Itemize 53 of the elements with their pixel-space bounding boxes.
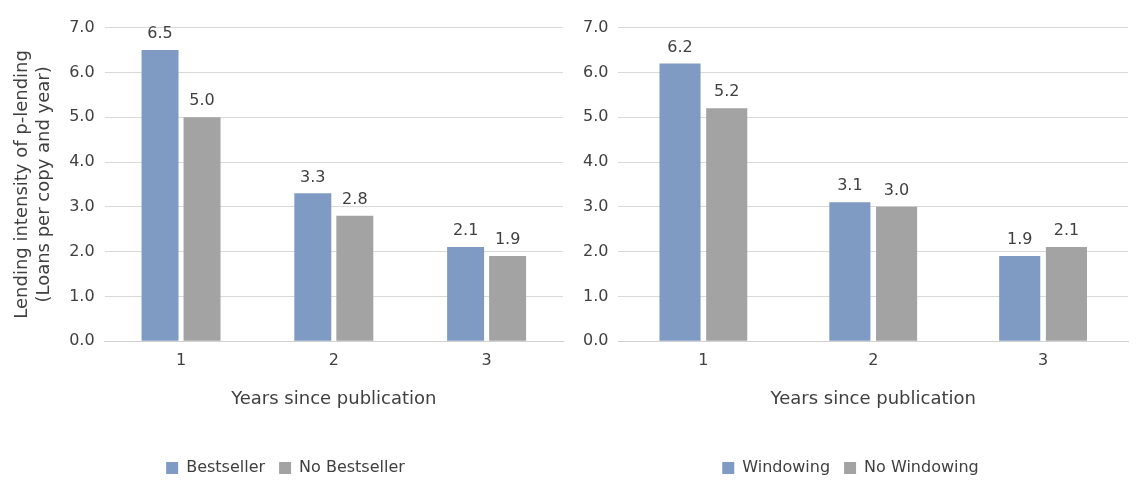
y-tick-label: 3.0 xyxy=(69,195,95,215)
bar xyxy=(447,247,485,341)
legend-label: No Bestseller xyxy=(299,457,406,477)
x-tick-label: 3 xyxy=(1037,349,1049,369)
data-label: 2.1 xyxy=(1053,220,1080,240)
bar xyxy=(336,215,374,341)
y-tick-label: 0.0 xyxy=(69,330,95,350)
data-label: 1.9 xyxy=(1006,229,1033,249)
data-label: 3.1 xyxy=(837,175,863,195)
y-tick-label: 2.0 xyxy=(582,240,609,260)
data-label: 6.5 xyxy=(147,23,173,43)
y-tick-label: 5.0 xyxy=(582,106,609,126)
data-label: 6.2 xyxy=(667,36,693,56)
y-tick-label: 3.0 xyxy=(582,195,609,215)
y-tick-label: 4.0 xyxy=(582,151,609,171)
data-label: 3.0 xyxy=(883,179,910,199)
data-label: 3.3 xyxy=(300,166,326,186)
bar xyxy=(659,63,701,341)
bar xyxy=(141,50,179,341)
legend-label: Windowing xyxy=(742,457,831,477)
legend-label: Bestseller xyxy=(186,457,266,477)
data-label: 5.2 xyxy=(714,81,740,101)
y-tick-label: 7.0 xyxy=(582,16,609,36)
y-tick-label: 7.0 xyxy=(69,16,95,36)
y-tick-label: 0.0 xyxy=(582,330,609,350)
x-axis-title: Years since publication xyxy=(769,386,976,408)
y-tick-label: 1.0 xyxy=(69,285,95,305)
data-label: 2.8 xyxy=(342,188,368,208)
bar xyxy=(1045,247,1087,341)
data-label: 2.1 xyxy=(452,220,479,240)
bar xyxy=(706,108,748,341)
y-tick-label: 4.0 xyxy=(69,151,95,171)
x-tick-label: 1 xyxy=(175,349,187,369)
bar xyxy=(829,202,871,341)
data-label: 1.9 xyxy=(494,229,521,249)
bar xyxy=(183,117,221,341)
bar xyxy=(876,206,918,341)
bar xyxy=(489,256,527,341)
legend-label: No Windowing xyxy=(864,457,979,477)
x-tick-label: 2 xyxy=(328,349,339,369)
y-axis-title: Lending intensity of p-lending (Loans per copy and year) xyxy=(10,50,54,319)
y-tick-label: 2.0 xyxy=(69,240,95,260)
x-tick-label: 2 xyxy=(868,349,879,369)
x-axis-title: Years since publication xyxy=(230,386,437,408)
y-tick-label: 6.0 xyxy=(582,61,609,81)
bar xyxy=(999,256,1041,341)
data-label: 5.0 xyxy=(189,90,215,110)
bar xyxy=(294,193,332,341)
y-tick-label: 6.0 xyxy=(69,61,95,81)
y-tick-label: 5.0 xyxy=(69,106,95,126)
x-tick-label: 3 xyxy=(481,349,492,369)
x-tick-label: 1 xyxy=(698,349,709,369)
y-tick-label: 1.0 xyxy=(582,285,609,305)
